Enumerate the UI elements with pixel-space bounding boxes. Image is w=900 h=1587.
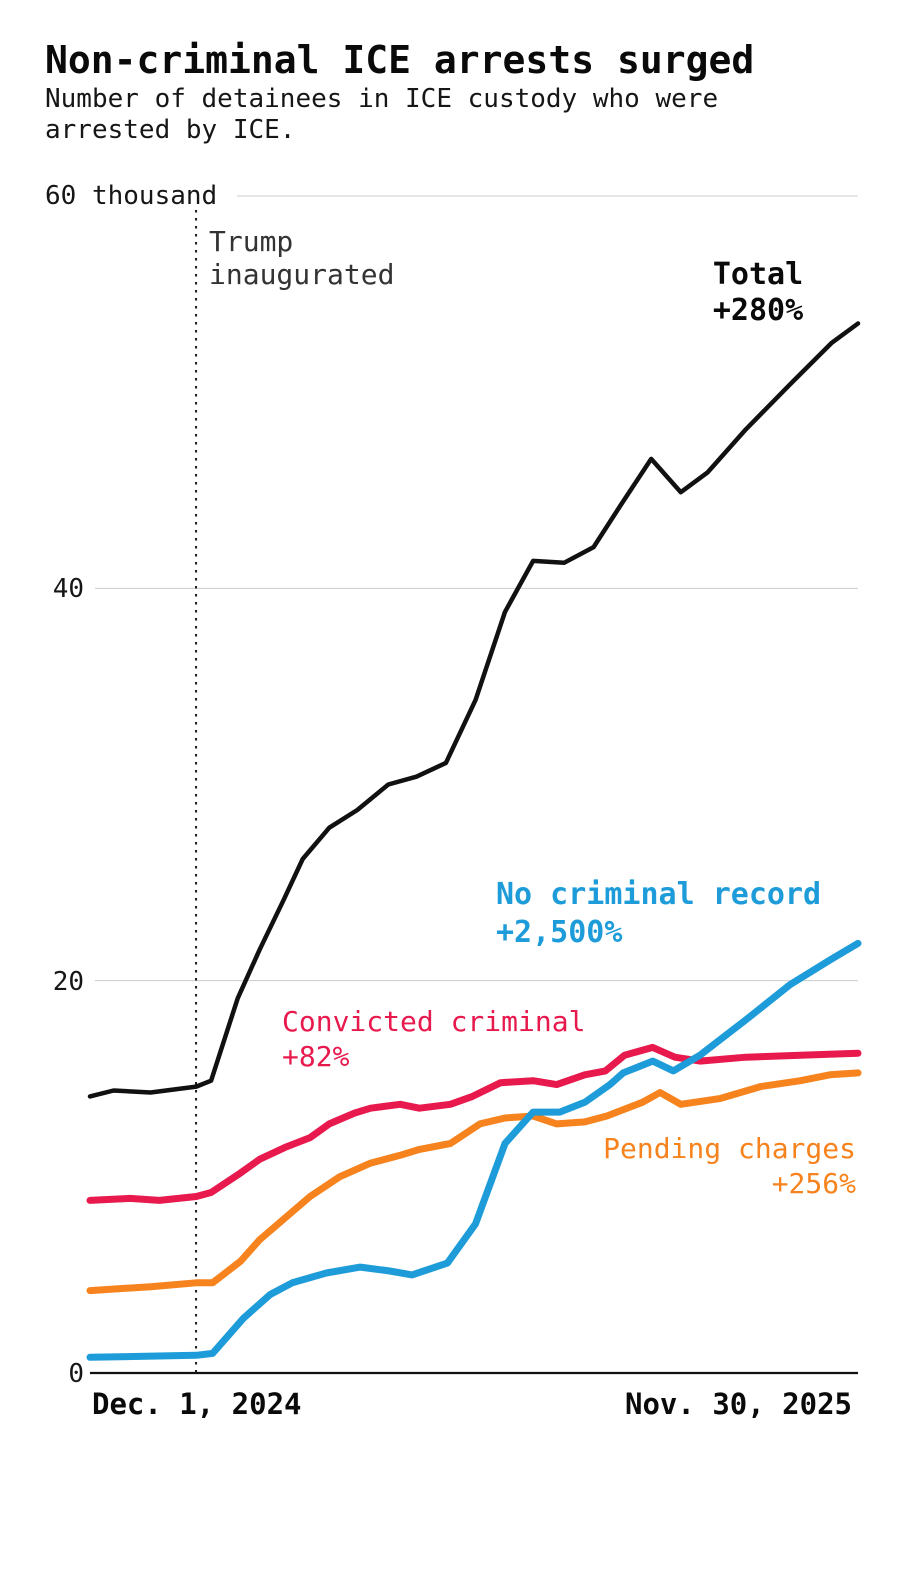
inauguration-annotation: Trump inaugurated xyxy=(209,225,395,291)
series-label-no-criminal-record-change: +2,500% xyxy=(496,915,623,950)
series-label-total-change: +280% xyxy=(712,293,804,328)
series-label-total-name: Total xyxy=(712,257,804,292)
y-tick-40: 40 xyxy=(52,574,84,604)
x-axis-end-label: Nov. 30, 2025 xyxy=(625,1387,852,1421)
series-label-total: Total +280% xyxy=(713,257,803,329)
chart-subtitle: Number of detainees in ICE custody who w… xyxy=(45,84,719,145)
y-tick-20: 20 xyxy=(52,967,84,997)
x-axis-start-label: Dec. 1, 2024 xyxy=(92,1387,302,1421)
series-label-convicted-criminal: Convicted criminal +82% xyxy=(282,1004,585,1074)
series-label-convicted-criminal-change: +82% xyxy=(282,1040,350,1073)
series-label-pending-charges-name: Pending charges xyxy=(603,1132,856,1165)
series-label-no-criminal-record: No criminal record +2,500% xyxy=(496,876,821,952)
y-axis-top-label: 60 thousand xyxy=(45,181,218,211)
series-label-pending-charges: Pending charges +256% xyxy=(603,1131,856,1201)
series-line-convicted-criminal xyxy=(86,1043,862,1204)
series-label-pending-charges-change: +256% xyxy=(771,1167,856,1200)
series-line-pending-charges xyxy=(86,1069,862,1295)
series-label-no-criminal-record-name: No criminal record xyxy=(496,877,822,912)
series-label-convicted-criminal-name: Convicted criminal xyxy=(282,1005,586,1038)
series-line-total xyxy=(87,321,861,1099)
series-line-no-criminal-record xyxy=(86,939,862,1361)
y-tick-0: 0 xyxy=(68,1359,84,1389)
chart-title: Non-criminal ICE arrests surged xyxy=(45,38,755,82)
